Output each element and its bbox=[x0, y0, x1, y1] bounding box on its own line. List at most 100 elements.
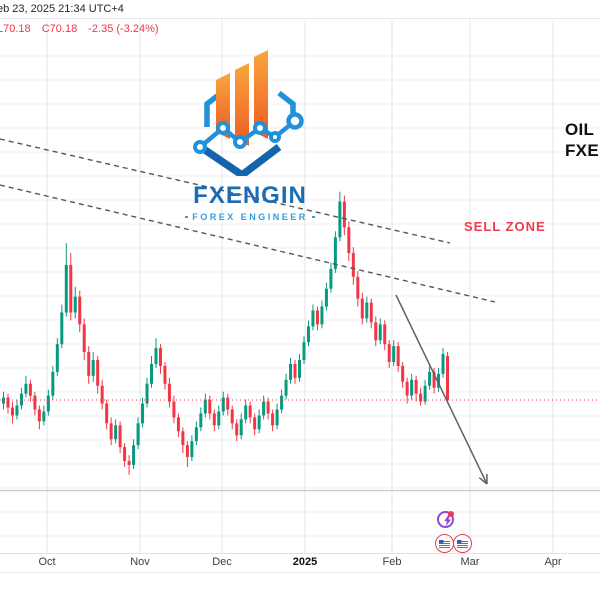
trendline[interactable] bbox=[0, 138, 451, 244]
candle-body[interactable] bbox=[432, 371, 436, 388]
candle-body[interactable] bbox=[253, 417, 257, 430]
us-flag-event-icon[interactable] bbox=[435, 534, 454, 553]
candle-body[interactable] bbox=[235, 423, 239, 436]
candle-body[interactable] bbox=[226, 397, 230, 410]
candle-body[interactable] bbox=[329, 268, 333, 289]
candle-body[interactable] bbox=[145, 383, 149, 404]
candle-body[interactable] bbox=[356, 276, 360, 299]
candle-body[interactable] bbox=[311, 310, 315, 327]
candle-body[interactable] bbox=[2, 397, 5, 404]
candle-body[interactable] bbox=[419, 393, 423, 402]
candle-body[interactable] bbox=[392, 346, 396, 362]
candle-body[interactable] bbox=[244, 405, 248, 420]
candle-body[interactable] bbox=[280, 395, 284, 410]
candle-body[interactable] bbox=[158, 348, 162, 366]
candle-body[interactable] bbox=[78, 296, 82, 325]
candlestick-series[interactable] bbox=[2, 191, 450, 475]
candle-body[interactable] bbox=[324, 288, 328, 307]
candle-body[interactable] bbox=[401, 365, 405, 382]
candle-body[interactable] bbox=[217, 411, 221, 426]
candle-body[interactable] bbox=[19, 393, 23, 406]
candle-body[interactable] bbox=[100, 385, 104, 404]
candle-body[interactable] bbox=[185, 445, 189, 458]
candle-body[interactable] bbox=[82, 324, 86, 353]
candle-body[interactable] bbox=[105, 403, 109, 424]
candle-body[interactable] bbox=[150, 363, 154, 384]
candle-body[interactable] bbox=[441, 354, 445, 374]
candle-body[interactable] bbox=[342, 201, 346, 228]
candle-body[interactable] bbox=[437, 373, 441, 388]
candle-body[interactable] bbox=[293, 363, 297, 378]
candle-body[interactable] bbox=[6, 397, 10, 408]
candle-body[interactable] bbox=[351, 253, 355, 277]
candle-body[interactable] bbox=[383, 324, 387, 345]
candle-body[interactable] bbox=[136, 423, 140, 446]
candle-body[interactable] bbox=[333, 237, 337, 269]
candle-body[interactable] bbox=[378, 324, 382, 341]
candle-body[interactable] bbox=[141, 403, 145, 424]
candle-body[interactable] bbox=[114, 425, 118, 440]
candle-body[interactable] bbox=[91, 360, 95, 376]
candle-body[interactable] bbox=[423, 385, 427, 402]
candle-body[interactable] bbox=[306, 326, 310, 343]
candle-body[interactable] bbox=[410, 379, 414, 396]
candle-body[interactable] bbox=[118, 425, 122, 448]
candle-body[interactable] bbox=[284, 379, 288, 396]
candle-body[interactable] bbox=[257, 415, 261, 430]
candle-body[interactable] bbox=[64, 264, 68, 313]
candle-body[interactable] bbox=[262, 401, 266, 416]
candle-body[interactable] bbox=[199, 413, 203, 428]
candle-body[interactable] bbox=[212, 413, 216, 426]
candle-body[interactable] bbox=[163, 365, 167, 384]
candle-body[interactable] bbox=[347, 227, 351, 254]
candle-body[interactable] bbox=[167, 383, 171, 402]
candle-body[interactable] bbox=[360, 298, 364, 319]
candle-body[interactable] bbox=[172, 401, 176, 418]
candle-body[interactable] bbox=[428, 371, 432, 386]
candle-body[interactable] bbox=[230, 409, 234, 424]
candle-body[interactable] bbox=[194, 427, 198, 442]
candle-body[interactable] bbox=[320, 306, 324, 325]
candle-body[interactable] bbox=[24, 383, 28, 394]
candle-body[interactable] bbox=[239, 419, 243, 436]
down-arrow[interactable] bbox=[395, 294, 488, 485]
candle-body[interactable] bbox=[33, 395, 37, 410]
candle-body[interactable] bbox=[42, 411, 46, 422]
candle-body[interactable] bbox=[96, 360, 100, 386]
candle-body[interactable] bbox=[15, 405, 19, 416]
candle-body[interactable] bbox=[248, 405, 252, 418]
candle-body[interactable] bbox=[176, 417, 180, 432]
candle-body[interactable] bbox=[109, 423, 113, 440]
candle-body[interactable] bbox=[221, 397, 225, 412]
candle-body[interactable] bbox=[73, 296, 77, 313]
candle-body[interactable] bbox=[69, 264, 73, 313]
us-flag-event-icon[interactable] bbox=[453, 534, 472, 553]
candle-body[interactable] bbox=[87, 352, 91, 376]
candle-body[interactable] bbox=[298, 360, 302, 378]
candle-body[interactable] bbox=[302, 342, 306, 361]
candle-body[interactable] bbox=[208, 399, 212, 414]
candle-body[interactable] bbox=[405, 381, 409, 396]
candle-body[interactable] bbox=[266, 401, 270, 414]
candle-body[interactable] bbox=[446, 356, 450, 400]
candle-body[interactable] bbox=[37, 409, 41, 422]
candle-body[interactable] bbox=[271, 413, 275, 426]
candle-body[interactable] bbox=[28, 383, 32, 396]
candle-body[interactable] bbox=[315, 310, 319, 325]
trendline[interactable] bbox=[0, 184, 496, 303]
candle-body[interactable] bbox=[127, 460, 131, 465]
candle-body[interactable] bbox=[132, 445, 136, 465]
candle-body[interactable] bbox=[387, 344, 391, 362]
candle-body[interactable] bbox=[190, 441, 194, 458]
candle-body[interactable] bbox=[338, 201, 342, 238]
candle-body[interactable] bbox=[55, 344, 59, 372]
candle-body[interactable] bbox=[60, 312, 64, 345]
candle-body[interactable] bbox=[374, 322, 378, 341]
candle-body[interactable] bbox=[51, 371, 55, 396]
candle-body[interactable] bbox=[289, 363, 293, 380]
candle-body[interactable] bbox=[10, 407, 14, 416]
candle-body[interactable] bbox=[414, 379, 418, 394]
candle-body[interactable] bbox=[123, 447, 127, 461]
candle-body[interactable] bbox=[46, 395, 50, 412]
